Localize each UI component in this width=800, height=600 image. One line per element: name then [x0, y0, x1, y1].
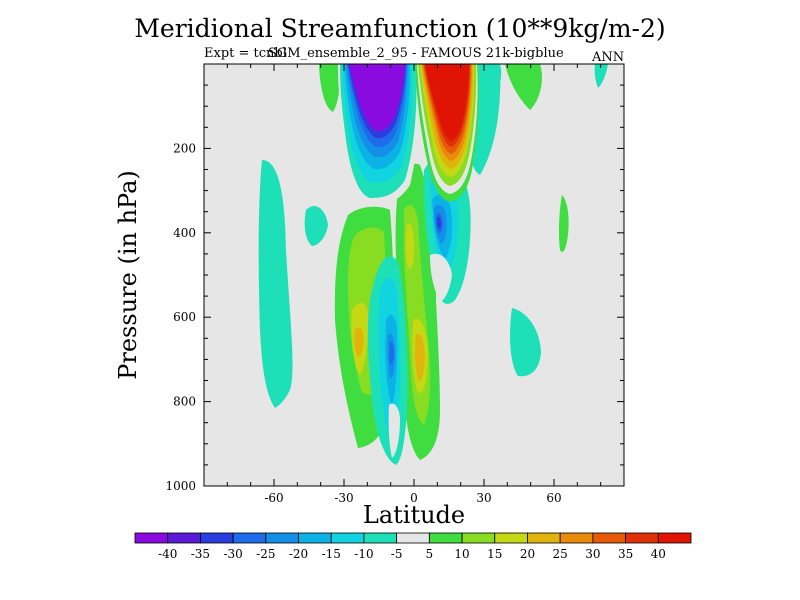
colorbar-box — [134, 532, 169, 544]
axes: -60 -30 0 30 60 200 400 600 800 1000 — [165, 64, 624, 505]
colorbar-box — [657, 532, 692, 544]
contour-equatorial-low-peak — [414, 333, 425, 381]
contour-sh-white-gap — [388, 403, 400, 458]
colorbar-box — [200, 532, 234, 544]
contour-nh-mid-negative-l2 — [437, 216, 441, 229]
chart-subtitle-overlap: SGM_ensemble_2_95 - FAMOUS 21k-bigblue — [268, 46, 564, 61]
y-tick-label: 600 — [173, 310, 196, 324]
contour-sh-blob — [304, 205, 328, 246]
contour-nh-white-gap — [430, 253, 452, 302]
x-tick-label: -60 — [264, 491, 283, 505]
contour-sh-low-negative-l3 — [389, 341, 394, 365]
colorbar-box — [494, 532, 528, 544]
contour-top-cyan-far — [594, 64, 608, 88]
colorbar-label: -30 — [223, 547, 242, 561]
colorbar-label: 30 — [585, 547, 600, 561]
contour-sh-hadley-core — [349, 64, 405, 132]
contour-equatorial-core — [405, 223, 414, 270]
y-tick-label: 800 — [173, 395, 196, 409]
contour-field — [258, 64, 608, 465]
colorbar-box — [363, 532, 398, 544]
colorbar-box — [265, 532, 299, 544]
colorbar-box — [428, 532, 463, 544]
x-tick-label: -30 — [334, 491, 353, 505]
colorbar-box — [592, 532, 626, 544]
y-tick-label: 1000 — [165, 479, 196, 493]
colorbar: -40 -35 -30 -25 -20 -15 -10 -5 5 10 15 20 25 30 35 40 — [134, 532, 692, 561]
colorbar-box — [625, 532, 659, 544]
colorbar-label: 25 — [553, 547, 568, 561]
colorbar-label: -5 — [391, 547, 403, 561]
x-tick-label: 30 — [476, 491, 491, 505]
colorbar-box — [330, 532, 365, 544]
y-tick-label: 200 — [173, 141, 196, 155]
contour-nh-small-green — [558, 195, 569, 252]
y-tick-label: 400 — [173, 226, 196, 240]
colorbar-box — [298, 532, 332, 544]
contour-nh-hadley-core — [425, 64, 469, 141]
colorbar-label: -10 — [354, 547, 373, 561]
colorbar-label: -25 — [256, 547, 275, 561]
colorbar-label: -40 — [158, 547, 177, 561]
colorbar-label: 20 — [520, 547, 535, 561]
colorbar-label: -35 — [191, 547, 210, 561]
contour-sh-subpolar-cell — [258, 160, 293, 408]
colorbar-box — [559, 532, 594, 544]
colorbar-box — [396, 532, 430, 544]
colorbar-box — [232, 532, 267, 544]
colorbar-label: 35 — [618, 547, 633, 561]
contour-top-green-right — [505, 64, 542, 110]
chart-subtitle-left: Expt = tcnbl — [204, 46, 287, 61]
colorbar-label: 40 — [651, 547, 666, 561]
colorbar-box — [527, 532, 561, 544]
colorbar-label: 15 — [487, 547, 502, 561]
colorbar-label: 5 — [426, 547, 434, 561]
x-tick-label: 0 — [410, 491, 418, 505]
colorbar-label: 10 — [454, 547, 469, 561]
x-axis-title: Latitude — [363, 501, 465, 529]
chart-subtitle-right: ANN — [592, 50, 625, 65]
colorbar-label: -15 — [322, 547, 341, 561]
chart-title: Meridional Streamfunction (10**9kg/m-2) — [134, 14, 666, 43]
colorbar-box — [167, 532, 201, 544]
contour-sh-midlat-cell-peak — [354, 327, 364, 357]
colorbar-label: -20 — [289, 547, 308, 561]
contour-top-green-left — [319, 64, 340, 112]
x-tick-label: 60 — [546, 491, 561, 505]
y-axis-title: Pressure (in hPa) — [114, 170, 142, 380]
contour-nh-subpolar-cell — [510, 308, 541, 377]
colorbar-box — [461, 532, 496, 544]
